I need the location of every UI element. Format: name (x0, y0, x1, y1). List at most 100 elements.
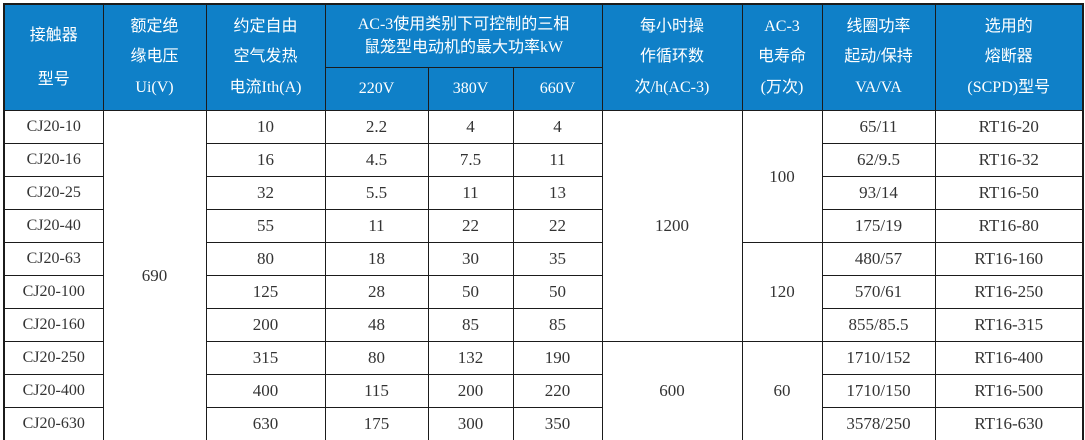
cell-fuse: RT16-20 (934, 110, 1084, 144)
table-row: CJ20-16 16 4.5 7.5 11 62/9.5 RT16-32 (3, 143, 1084, 177)
cell-cycles-merged: 600 (601, 341, 743, 440)
table-row: CJ20-250 315 80 132 190 600 60 1710/152 … (3, 341, 1084, 440)
cell-power-380: 300 (427, 407, 514, 440)
cell-model: CJ20-40 (3, 209, 104, 243)
table-row: CJ20-63 80 18 30 35 120 480/57 RT16-160 (3, 242, 1084, 342)
table-body: CJ20-10 690 10 2.2 4 4 1200 100 65/11 RT… (3, 110, 1084, 440)
table-row: CJ20-160 200 48 85 85 855/85.5 RT16-315 (3, 308, 1084, 342)
cell-fuse: RT16-160 (934, 242, 1084, 276)
cell-power-380: 4 (427, 110, 514, 144)
cell-ith: 80 (205, 242, 326, 276)
cell-power-380: 200 (427, 374, 514, 408)
cell-coil-power: 3578/250 (821, 407, 936, 440)
cell-cycles-merged: 1200 (601, 110, 743, 342)
cell-model: CJ20-400 (3, 374, 104, 408)
cell-power-220: 11 (324, 209, 429, 243)
cell-model: CJ20-10 (3, 110, 104, 144)
header-conventional-thermal-current: 约定自由 空气发热 电流Ith(A) (205, 3, 326, 111)
cell-power-660: 35 (512, 242, 603, 276)
cell-power-220: 28 (324, 275, 429, 309)
cell-power-660: 85 (512, 308, 603, 342)
cell-power-220: 5.5 (324, 176, 429, 210)
cell-model: CJ20-630 (3, 407, 104, 440)
cell-power-380: 11 (427, 176, 514, 210)
header-ac3-electrical-life: AC-3 电寿命 (万次) (741, 3, 823, 111)
header-fuse-type: 选用的 熔断器 (SCPD)型号 (934, 3, 1084, 111)
cell-ith: 125 (205, 275, 326, 309)
cell-fuse: RT16-400 (934, 341, 1084, 375)
cell-power-380: 7.5 (427, 143, 514, 177)
cell-ui-voltage-merged: 690 (102, 110, 207, 440)
cell-power-660: 50 (512, 275, 603, 309)
header-row-2: 220V 380V 660V (4, 67, 1083, 111)
cell-power-660: 220 (512, 374, 603, 408)
header-rated-insulation-voltage: 额定绝 缘电压 Ui(V) (102, 3, 207, 111)
cell-power-380: 132 (427, 341, 514, 375)
cell-coil-power: 570/61 (821, 275, 936, 309)
cell-coil-power: 62/9.5 (821, 143, 936, 177)
cell-power-220: 115 (324, 374, 429, 408)
cell-power-380: 22 (427, 209, 514, 243)
cell-power-660: 190 (512, 341, 603, 375)
cell-model: CJ20-25 (3, 176, 104, 210)
header-row-1: 接触器 型号 额定绝 缘电压 Ui(V) 约定自由 空气发热 电流Ith(A) … (3, 3, 1084, 111)
cell-fuse: RT16-500 (934, 374, 1084, 408)
cell-power-660: 4 (512, 110, 603, 144)
cell-ith: 10 (205, 110, 326, 144)
cell-life-merged: 100 (741, 110, 823, 243)
cell-fuse: RT16-50 (934, 176, 1084, 210)
cell-model: CJ20-16 (3, 143, 104, 177)
header-voltage-660: 660V (512, 67, 603, 111)
cell-model: CJ20-63 (3, 242, 104, 276)
header-contactor-model: 接触器 型号 (3, 3, 104, 111)
header-voltage-380: 380V (427, 67, 514, 111)
cell-coil-power: 65/11 (821, 110, 936, 144)
cell-power-220: 175 (324, 407, 429, 440)
cell-coil-power: 175/19 (821, 209, 936, 243)
cell-ith: 200 (205, 308, 326, 342)
cell-model: CJ20-100 (3, 275, 104, 309)
cell-power-220: 48 (324, 308, 429, 342)
cell-coil-power: 1710/152 (821, 341, 936, 375)
cell-model: CJ20-160 (3, 308, 104, 342)
cell-power-380: 50 (427, 275, 514, 309)
cell-fuse: RT16-315 (934, 308, 1084, 342)
table-row: CJ20-100 125 28 50 50 570/61 RT16-250 (3, 275, 1084, 309)
cell-power-220: 18 (324, 242, 429, 276)
cell-fuse: RT16-80 (934, 209, 1084, 243)
header-voltage-220: 220V (324, 67, 429, 111)
cell-ith: 315 (205, 341, 326, 375)
cell-fuse: RT16-250 (934, 275, 1084, 309)
table-row: CJ20-10 690 10 2.2 4 4 1200 100 65/11 RT… (3, 110, 1084, 440)
cell-ith: 400 (205, 374, 326, 408)
cell-ith: 16 (205, 143, 326, 177)
header-ac3-max-power-group: AC-3使用类别下可控制的三相 鼠笼型电动机的最大功率kW (324, 3, 603, 68)
cell-power-660: 350 (512, 407, 603, 440)
cell-power-380: 85 (427, 308, 514, 342)
cell-ith: 630 (205, 407, 326, 440)
cell-ith: 32 (205, 176, 326, 210)
table-row: CJ20-25 32 5.5 11 13 93/14 RT16-50 (3, 176, 1084, 210)
header-operating-cycles: 每小时操 作循环数 次/h(AC-3) (601, 3, 743, 111)
table-row: CJ20-630 630 175 300 350 3578/250 RT16-6… (3, 407, 1084, 440)
table-header: 接触器 型号 额定绝 缘电压 Ui(V) 约定自由 空气发热 电流Ith(A) … (3, 3, 1084, 111)
contactor-spec-table: 接触器 型号 额定绝 缘电压 Ui(V) 约定自由 空气发热 电流Ith(A) … (3, 3, 1084, 440)
cell-coil-power: 93/14 (821, 176, 936, 210)
cell-coil-power: 480/57 (821, 242, 936, 276)
cell-fuse: RT16-32 (934, 143, 1084, 177)
table-row: CJ20-400 400 115 200 220 1710/150 RT16-5… (3, 374, 1084, 408)
cell-life-merged: 60 (741, 341, 823, 440)
cell-power-220: 4.5 (324, 143, 429, 177)
header-coil-power: 线圈功率 起动/保持 VA/VA (821, 3, 936, 111)
cell-power-660: 22 (512, 209, 603, 243)
cell-power-660: 13 (512, 176, 603, 210)
cell-power-220: 2.2 (324, 110, 429, 144)
cell-coil-power: 1710/150 (821, 374, 936, 408)
cell-coil-power: 855/85.5 (821, 308, 936, 342)
cell-power-660: 11 (512, 143, 603, 177)
cell-power-220: 80 (324, 341, 429, 375)
cell-model: CJ20-250 (3, 341, 104, 375)
cell-life-merged: 120 (741, 242, 823, 342)
cell-fuse: RT16-630 (934, 407, 1084, 440)
